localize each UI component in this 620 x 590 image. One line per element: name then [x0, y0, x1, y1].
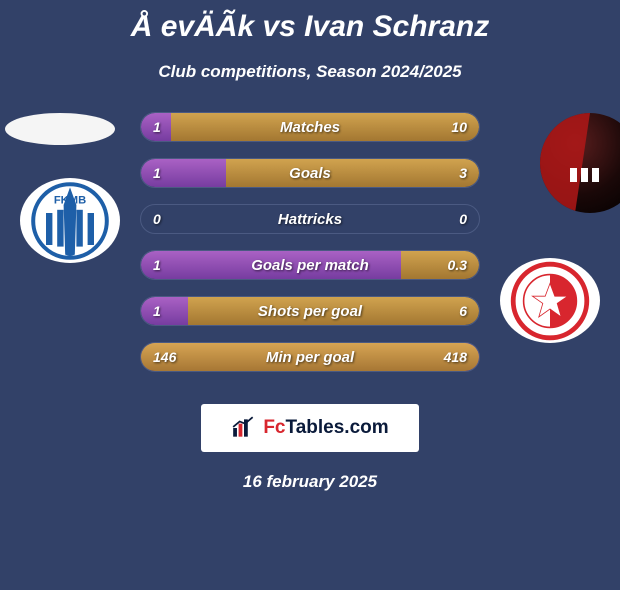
club-right-badge	[500, 258, 600, 343]
club-left-icon: FKMB	[30, 181, 110, 261]
logo-prefix: Fc	[263, 417, 285, 438]
stat-label: Shots per goal	[141, 303, 479, 320]
player-right-avatar	[540, 113, 620, 213]
stat-label: Matches	[141, 119, 479, 136]
chart-icon	[231, 415, 257, 441]
stat-label: Goals per match	[141, 257, 479, 274]
date-label: 16 february 2025	[0, 472, 620, 492]
stat-row: 16Shots per goal	[140, 296, 480, 326]
source-logo: FcTables.com	[201, 404, 419, 452]
club-right-icon	[510, 261, 590, 341]
source-logo-text: FcTables.com	[263, 417, 388, 439]
club-left-text: FKMB	[54, 194, 86, 206]
stat-row: 13Goals	[140, 158, 480, 188]
stat-row: 00Hattricks	[140, 204, 480, 234]
stat-label: Goals	[141, 165, 479, 182]
stat-row: 110Matches	[140, 112, 480, 142]
logo-main: Tables	[286, 417, 345, 438]
stat-label: Min per goal	[141, 349, 479, 366]
page-title: Å evÄÃ­k vs Ivan Schranz	[0, 10, 620, 44]
stat-row: 10.3Goals per match	[140, 250, 480, 280]
subtitle: Club competitions, Season 2024/2025	[0, 62, 620, 82]
comparison-area: FKMB 110Matches13Goals00Hattricks10.3Goa…	[0, 120, 620, 390]
club-left-badge: FKMB	[20, 178, 120, 263]
stat-label: Hattricks	[141, 211, 479, 228]
stats-table: 110Matches 13Goals 00Hattricks 10.3Goals pe…	[140, 112, 480, 388]
player-left-avatar	[5, 113, 115, 145]
logo-suffix: .com	[344, 417, 388, 438]
stat-row: 146418Min per goal	[140, 342, 480, 372]
